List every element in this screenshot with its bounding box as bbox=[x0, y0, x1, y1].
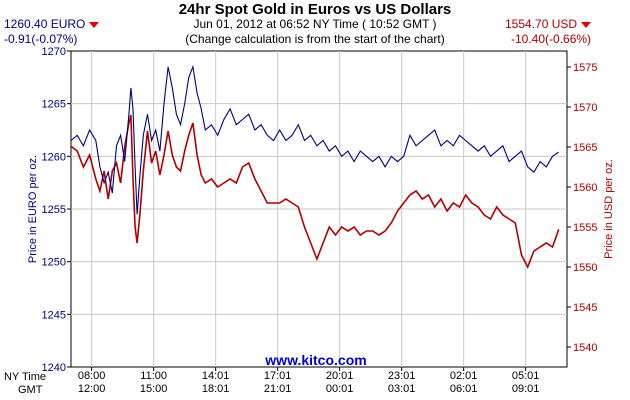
x-tick-label-gmt: 09:01 bbox=[512, 383, 540, 395]
left-tick-label: 1260 bbox=[42, 151, 66, 163]
euro-price: 1260.40 EURO bbox=[4, 17, 100, 31]
down-triangle-icon bbox=[89, 21, 100, 28]
x-tick-label-ny: 02:01 bbox=[450, 370, 478, 382]
right-tick-label: 1545 bbox=[573, 302, 597, 314]
euro-change: -0.91(-0.07%) bbox=[4, 32, 78, 46]
right-tick-label: 1555 bbox=[573, 222, 597, 234]
left-tick-label: 1245 bbox=[42, 309, 66, 321]
x-tick-label-gmt: 06:01 bbox=[450, 383, 478, 395]
chart-title: 24hr Spot Gold in Euros vs US Dollars bbox=[178, 1, 452, 18]
x-tick-label-gmt: 15:00 bbox=[140, 383, 168, 395]
usd-change: -10.40(-0.66%) bbox=[511, 32, 592, 46]
left-tick-label: 1270 bbox=[42, 46, 66, 58]
x-tick-label-gmt: 00:01 bbox=[326, 383, 354, 395]
x-tick-label-gmt: 21:01 bbox=[264, 383, 292, 395]
right-tick-label: 1565 bbox=[573, 142, 597, 154]
x-tick-label-ny: 20:01 bbox=[326, 370, 354, 382]
right-tick-label: 1575 bbox=[573, 62, 597, 74]
chart-timestamp: Jun 01, 2012 at 06:52 NY Time ( 10:52 GM… bbox=[193, 17, 437, 31]
x-tick-label-ny: 14:01 bbox=[202, 370, 230, 382]
grid-lines bbox=[71, 51, 567, 367]
x-tick-label-ny: 23:01 bbox=[388, 370, 416, 382]
left-tick-label: 1240 bbox=[42, 362, 66, 374]
watermark: www.kitco.com bbox=[264, 352, 366, 368]
usd-price-label: 1554.70 USD bbox=[505, 17, 578, 31]
x-tick-label-gmt: 03:01 bbox=[388, 383, 416, 395]
y-axis-label-right: Price in USD per oz. bbox=[603, 159, 615, 259]
euro-series-line bbox=[70, 64, 560, 215]
x-tick-label-gmt: 18:01 bbox=[202, 383, 230, 395]
euro-price-label: 1260.40 EURO bbox=[4, 17, 86, 31]
y-axis-label-left: Price in EURO per oz. bbox=[27, 155, 39, 263]
right-tick-label: 1540 bbox=[573, 342, 597, 354]
right-tick-label: 1550 bbox=[573, 262, 597, 274]
left-tick-label: 1250 bbox=[42, 257, 66, 269]
x-tick-label-ny: 05:01 bbox=[512, 370, 540, 382]
right-tick-label: 1560 bbox=[573, 182, 597, 194]
gmt-label: GMT bbox=[18, 384, 43, 396]
right-axis-ticks: 1540 1545 1550 1555 1560 1565 1570 1575 bbox=[567, 62, 597, 354]
usd-series-line bbox=[70, 114, 560, 269]
left-tick-label: 1255 bbox=[42, 204, 66, 216]
down-triangle-icon bbox=[581, 21, 592, 28]
ny-time-label: NY Time bbox=[4, 371, 46, 383]
x-tick-label-ny: 17:01 bbox=[264, 370, 292, 382]
x-tick-label-ny: 11:00 bbox=[140, 370, 167, 382]
right-tick-label: 1570 bbox=[573, 102, 597, 114]
left-tick-label: 1265 bbox=[42, 99, 66, 111]
x-tick-label-gmt: 12:00 bbox=[78, 383, 106, 395]
left-axis-ticks: 1240 1245 1250 1255 1260 1265 1270 bbox=[42, 46, 71, 374]
x-tick-label-ny: 08:00 bbox=[78, 370, 106, 382]
usd-price: 1554.70 USD bbox=[505, 17, 592, 31]
chart-note: (Change calculation is from the start of… bbox=[185, 32, 445, 46]
